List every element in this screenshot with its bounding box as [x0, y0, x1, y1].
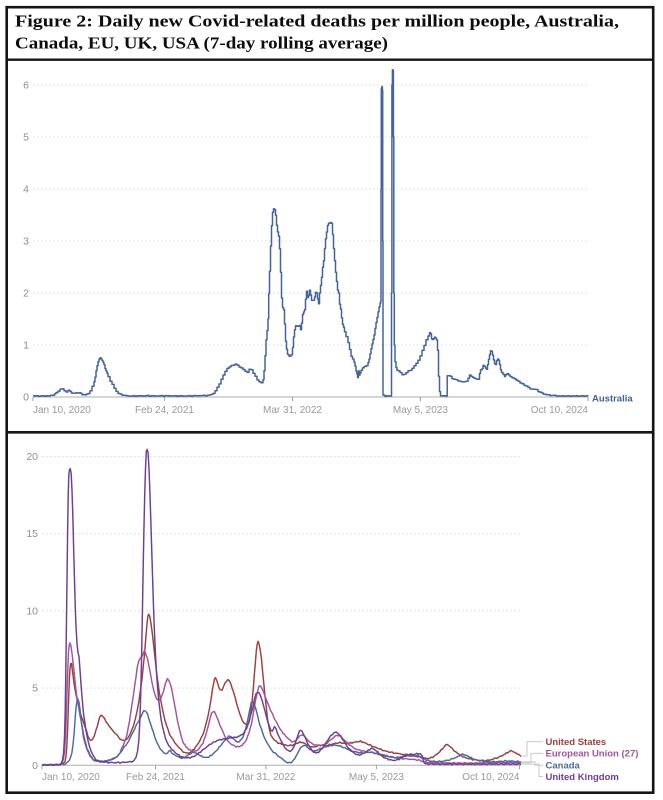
- svg-text:Oct 10, 2024: Oct 10, 2024: [462, 772, 520, 783]
- svg-text:European Union (27): European Union (27): [546, 749, 639, 760]
- svg-text:5: 5: [23, 132, 29, 144]
- svg-text:Canada, EU, UK, USA (7-day rol: Canada, EU, UK, USA (7-day rolling avera…: [15, 34, 388, 53]
- svg-text:3: 3: [23, 236, 29, 248]
- svg-text:0: 0: [23, 392, 29, 404]
- svg-text:Mar 31, 2022: Mar 31, 2022: [263, 405, 322, 416]
- svg-text:May 5, 2023: May 5, 2023: [393, 405, 448, 416]
- svg-text:20: 20: [26, 451, 38, 463]
- svg-text:United States: United States: [546, 737, 607, 748]
- svg-text:Jan 10, 2020: Jan 10, 2020: [33, 405, 91, 416]
- svg-text:5: 5: [32, 683, 38, 695]
- svg-text:10: 10: [26, 605, 38, 617]
- svg-text:Mar 31, 2022: Mar 31, 2022: [236, 772, 295, 783]
- svg-text:2: 2: [23, 288, 29, 300]
- svg-text:Oct 10, 2024: Oct 10, 2024: [531, 405, 589, 416]
- svg-text:6: 6: [23, 80, 29, 92]
- svg-text:Feb 24, 2021: Feb 24, 2021: [126, 772, 185, 783]
- svg-text:0: 0: [32, 760, 38, 772]
- svg-text:May 5, 2023: May 5, 2023: [349, 772, 404, 783]
- svg-text:Feb 24, 2021: Feb 24, 2021: [135, 405, 194, 416]
- svg-text:Jan 10, 2020: Jan 10, 2020: [42, 772, 100, 783]
- svg-text:Australia: Australia: [592, 394, 633, 405]
- svg-text:15: 15: [26, 528, 38, 540]
- svg-text:Figure 2: Daily new Covid-rela: Figure 2: Daily new Covid-related deaths…: [15, 12, 619, 31]
- svg-text:1: 1: [23, 340, 29, 352]
- svg-text:Canada: Canada: [546, 761, 581, 772]
- svg-text:United Kingdom: United Kingdom: [546, 772, 619, 783]
- svg-text:4: 4: [23, 184, 29, 196]
